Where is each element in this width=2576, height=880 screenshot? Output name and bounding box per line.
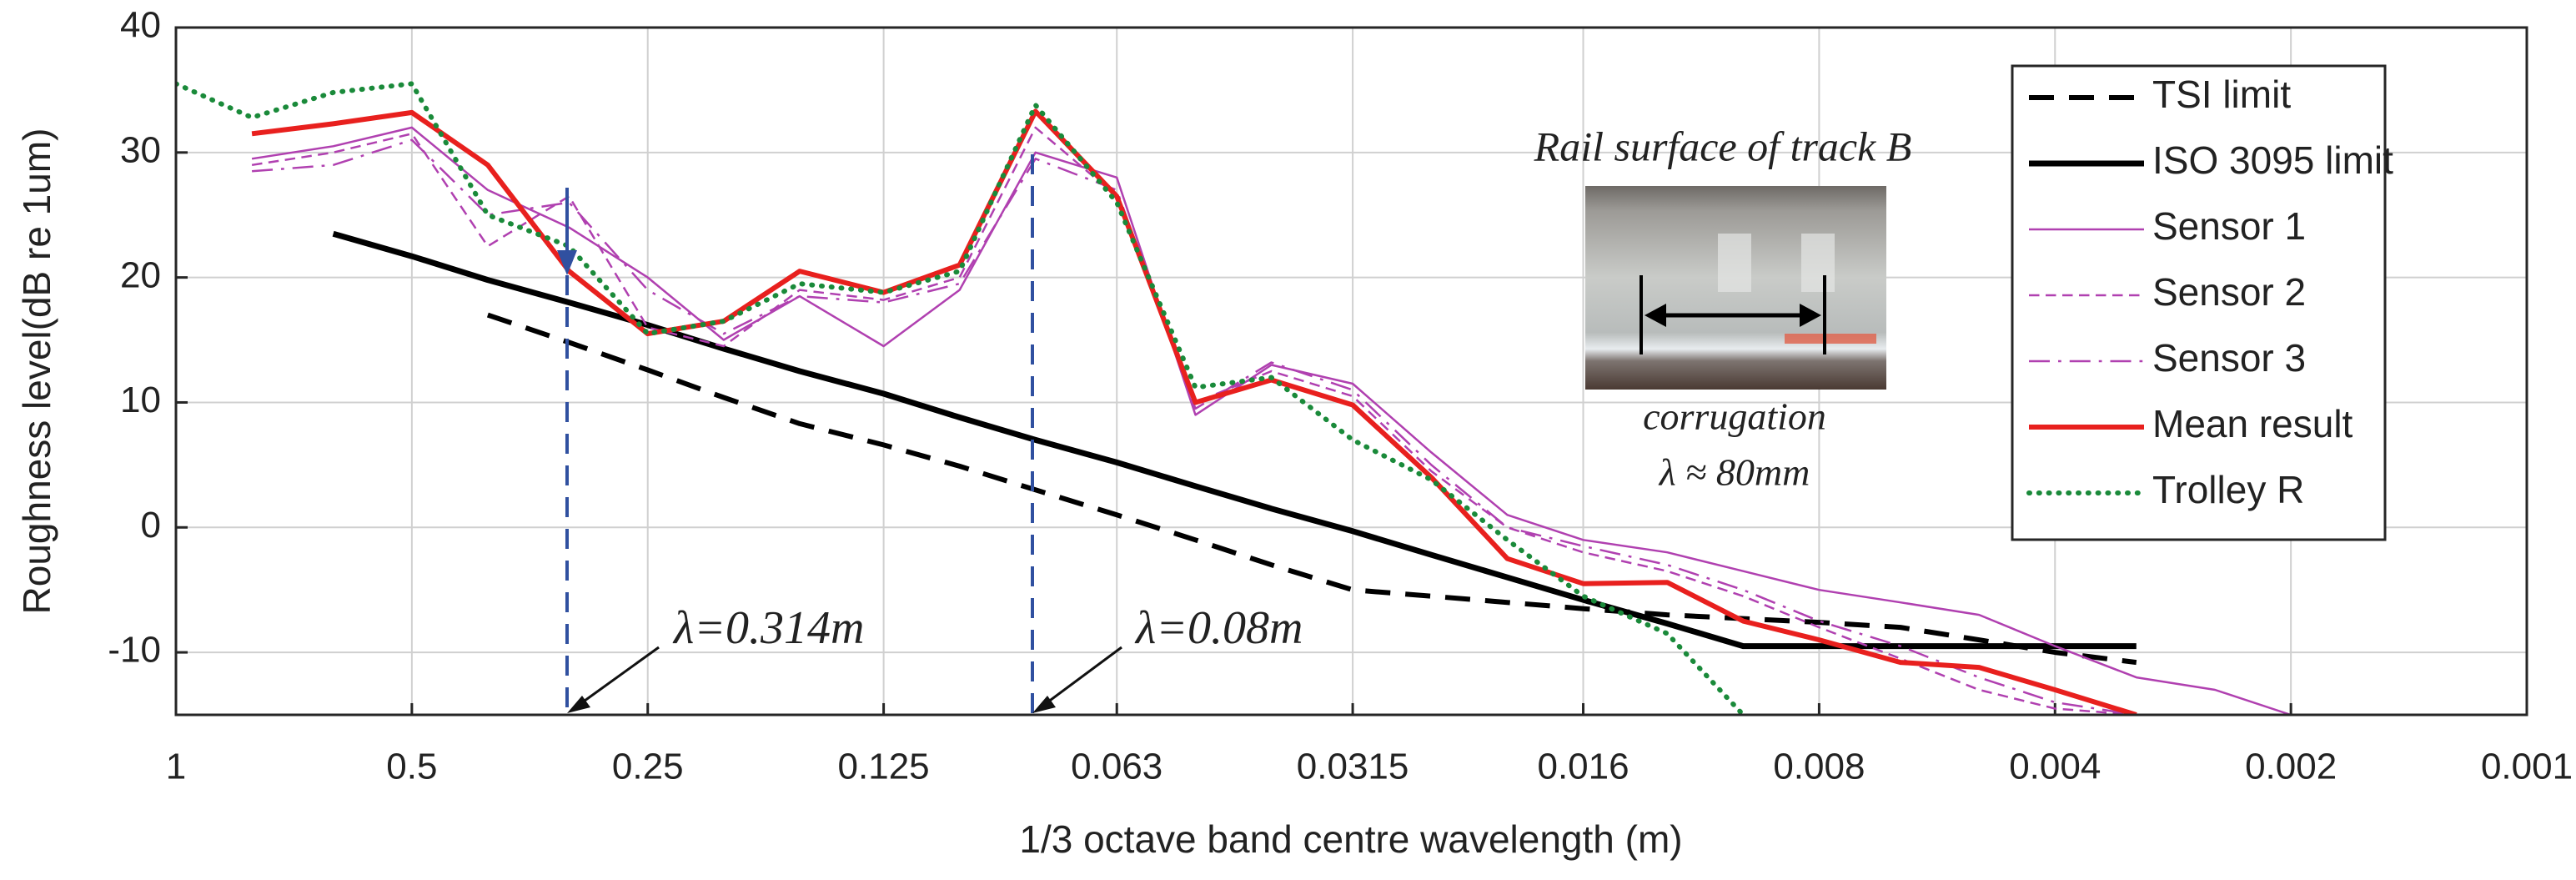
series-line (252, 138, 2137, 715)
annotation: λ=0.08m (1134, 602, 1303, 654)
legend-label: Sensor 2 (2152, 270, 2306, 314)
pointer-arrow (1040, 646, 1122, 709)
photo-spot (1718, 234, 1751, 292)
legend-label: ISO 3095 limit (2152, 138, 2393, 182)
legend-box (2011, 64, 2387, 541)
y-tick-label: 30 (120, 129, 161, 170)
y-tick-label: 10 (120, 380, 161, 420)
series-line (486, 312, 2137, 666)
x-tick-label: 0.008 (1773, 747, 1865, 787)
legend-label: Sensor 3 (2152, 336, 2306, 380)
legend: TSI limit ISO 3095 limit Sensor 1 Sensor 2 S… (2011, 64, 2393, 541)
photo-glint (1785, 334, 1876, 344)
inset-title: Rail surface of track B (1534, 123, 1912, 169)
y-tick-label: -10 (108, 630, 161, 671)
inset-arrow-head (1645, 304, 1666, 327)
inset-arrow-head (1800, 304, 1821, 327)
x-tick-label: 0.002 (2245, 747, 2337, 787)
legend-label: Mean result (2152, 402, 2353, 445)
x-axis-label: 1/3 octave band centre wavelength (m) (1019, 817, 1682, 861)
pointer-arrow (575, 646, 660, 709)
x-tick-label: 0.25 (612, 747, 684, 787)
y-tick-label: 0 (141, 505, 161, 546)
series-line (251, 126, 2137, 715)
photo-spot (1801, 234, 1835, 292)
inset-caption: corrugation (1643, 395, 1826, 438)
arrow-head (557, 250, 577, 275)
x-tick-label: 0.001 (2481, 747, 2573, 787)
legend-label: TSI limit (2152, 73, 2291, 116)
inset: Rail surface of track B corrugation λ ≈ … (1534, 123, 1912, 493)
series-line (251, 108, 2137, 715)
legend-label: Sensor 1 (2152, 204, 2306, 248)
x-tick-label: 1 (166, 747, 186, 787)
annotation-markers (557, 154, 1122, 715)
annotation: λ=0.314m (672, 602, 864, 654)
y-tick-label: 40 (120, 5, 161, 46)
series-line (176, 81, 1746, 715)
y-axis-label: Roughness level(dB re 1um) (15, 128, 58, 615)
pointer-head (567, 696, 590, 713)
plot-frame (174, 26, 2528, 717)
x-tick-label: 0.125 (838, 747, 930, 787)
x-tick-label: 0.0315 (1297, 747, 1409, 787)
series-lines (176, 81, 2292, 715)
pointer-head (1032, 696, 1056, 713)
y-tick-label: 20 (120, 254, 161, 295)
x-tick-label: 0.5 (386, 747, 437, 787)
x-tick-label: 0.016 (1537, 747, 1629, 787)
series-line (251, 126, 2292, 715)
x-tick-label: 0.063 (1071, 747, 1162, 787)
legend-label: Trolley R (2152, 468, 2304, 511)
inset-note: λ ≈ 80mm (1658, 451, 1810, 494)
x-tick-label: 0.004 (2009, 747, 2101, 787)
